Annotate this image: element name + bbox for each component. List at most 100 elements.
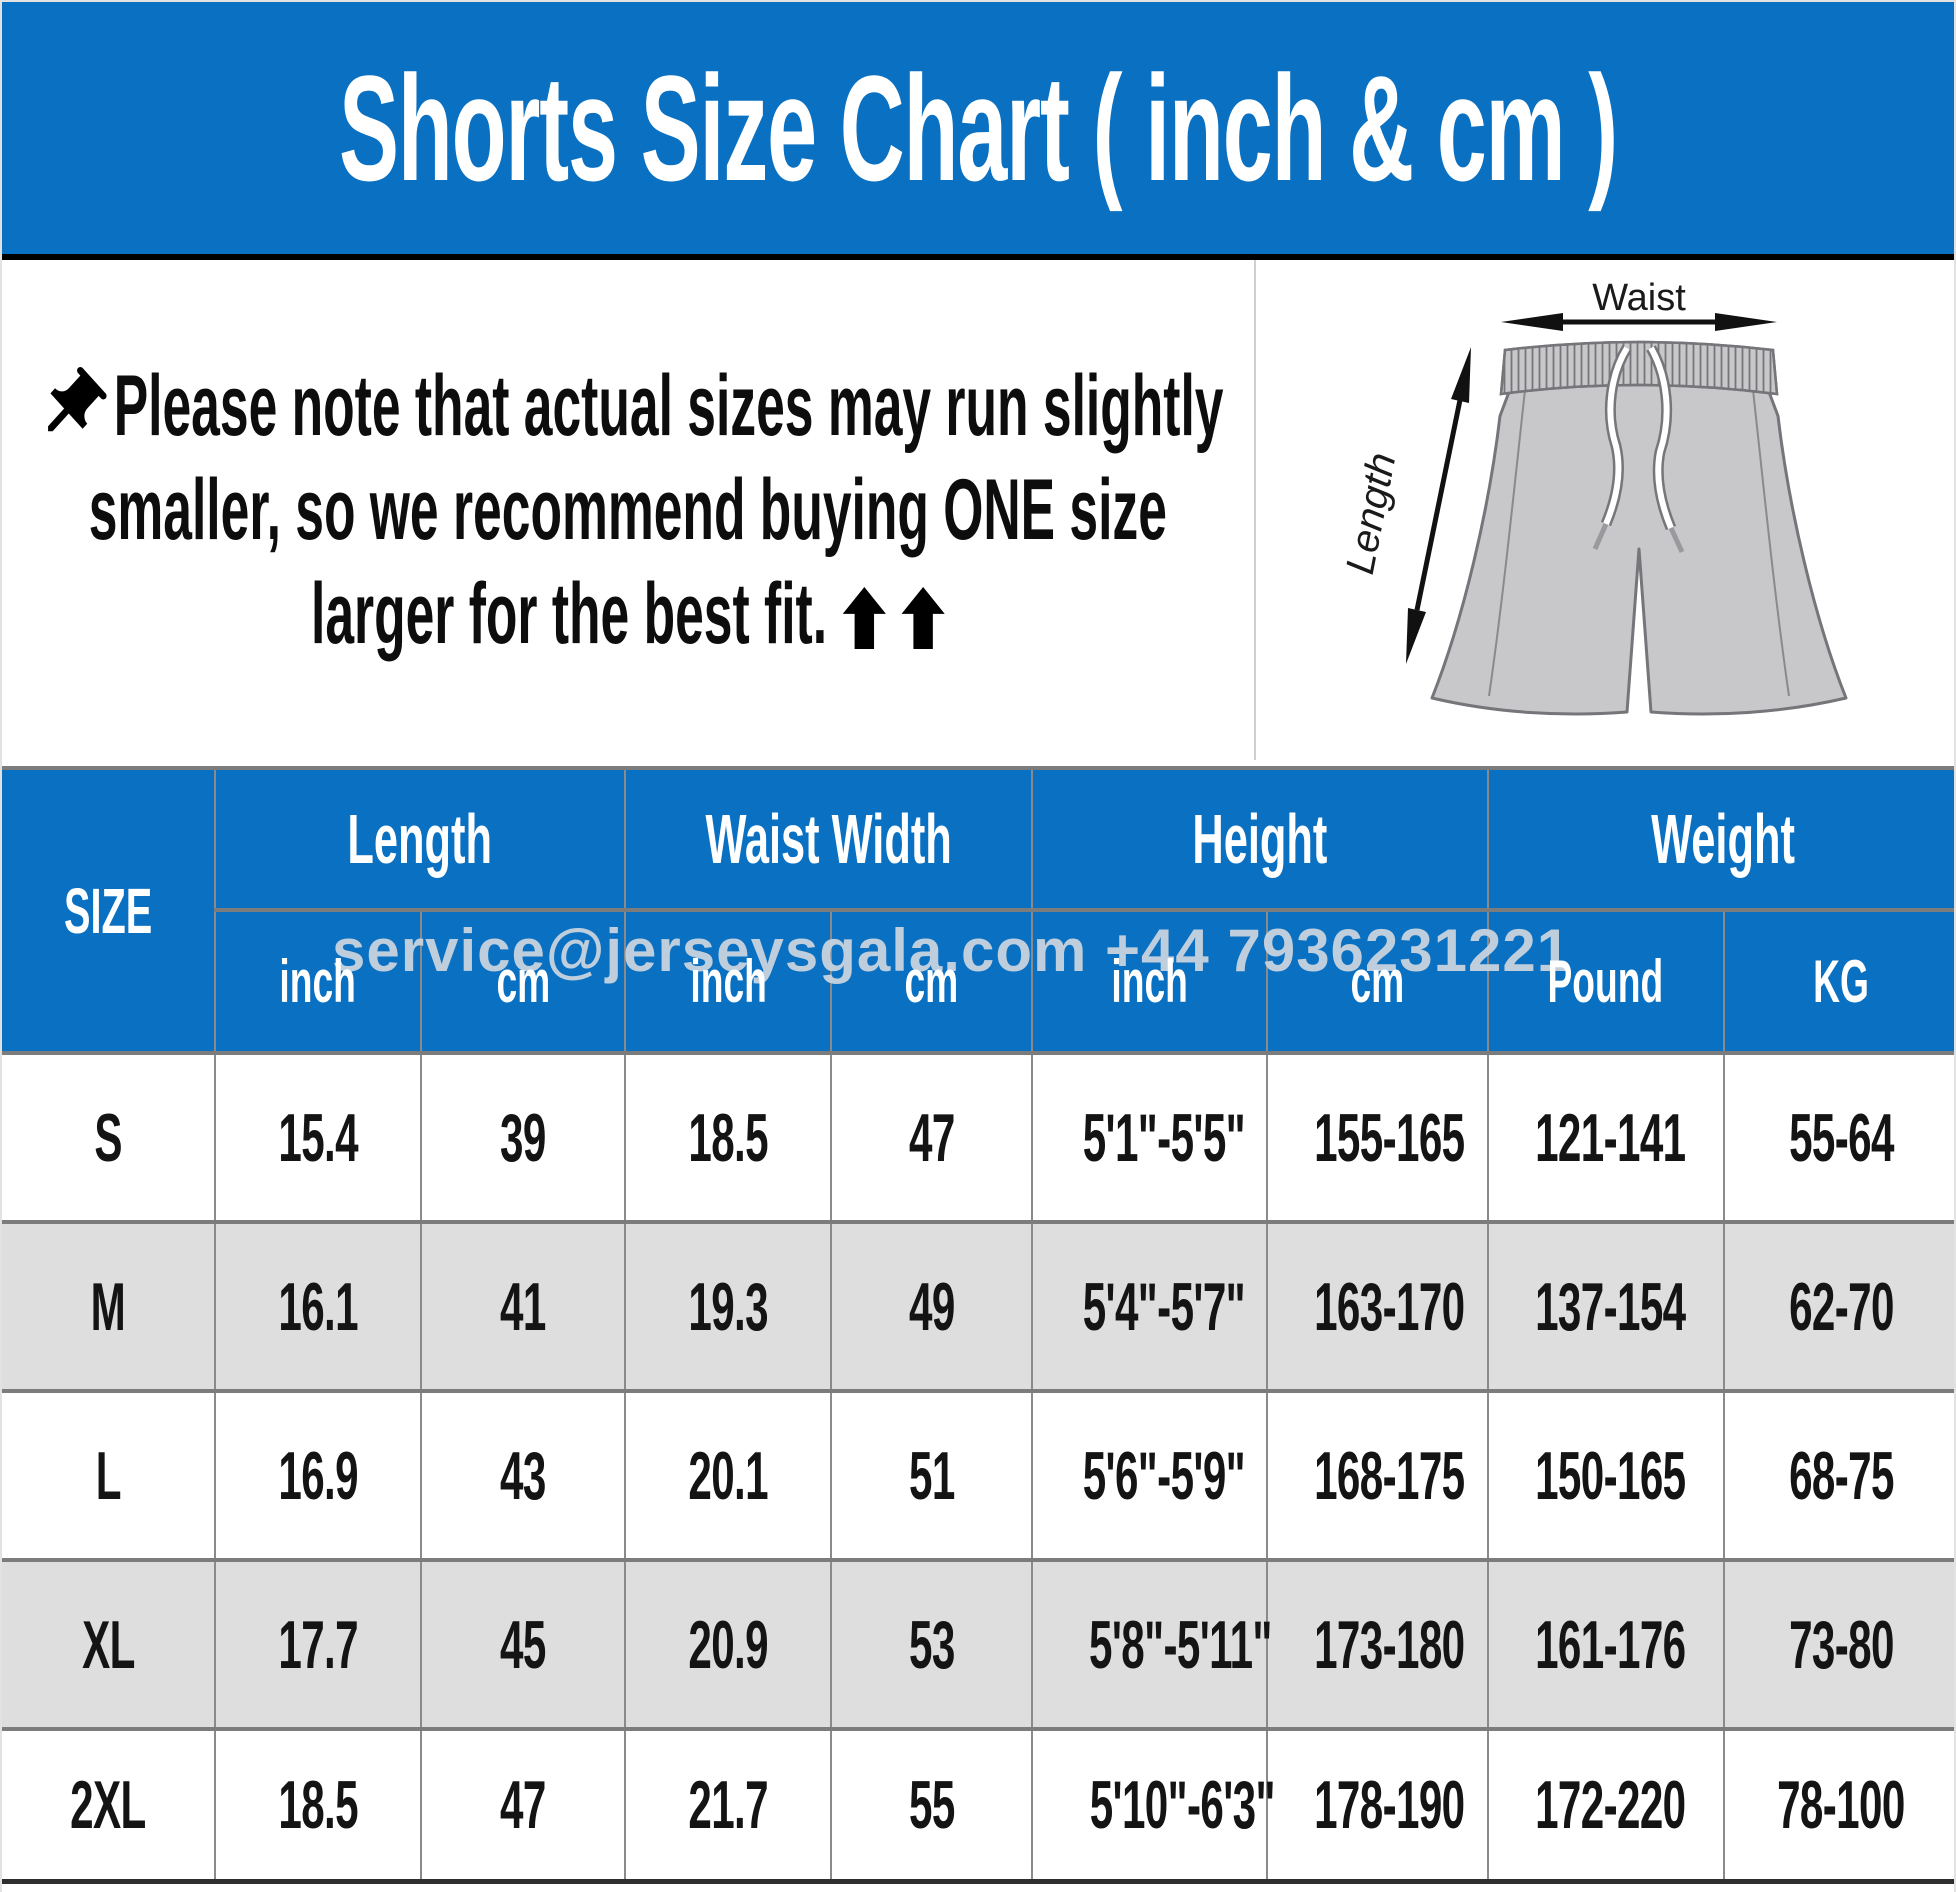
table-cell: 21.7: [624, 1727, 833, 1884]
subheader-length-inch: inch: [215, 908, 423, 1055]
table-cell: 51: [830, 1389, 1034, 1562]
table-cell: M: [2, 1220, 217, 1393]
cell-value: 20.9: [688, 1606, 768, 1683]
header-banner: Shorts Size Chart ( inch & cm ): [2, 2, 1954, 260]
table-cell: 5'4"-5'7": [1031, 1220, 1269, 1393]
cell-value: 47: [500, 1767, 546, 1843]
table-cell: 39: [420, 1051, 627, 1224]
cell-value: 78-100: [1777, 1767, 1906, 1843]
waist-label: Waist: [1592, 277, 1686, 319]
cell-value: 15.4: [278, 1099, 358, 1176]
cell-value: 62-70: [1789, 1268, 1894, 1345]
table-cell: 150-165: [1486, 1389, 1725, 1562]
cell-value: 18.5: [688, 1099, 768, 1176]
table-cell: 20.9: [624, 1558, 833, 1731]
size-label: 2XL: [70, 1767, 146, 1843]
cell-value: 16.9: [278, 1437, 358, 1514]
cell-value: 172-220: [1534, 1767, 1686, 1843]
cell-value: 68-75: [1789, 1437, 1894, 1514]
subheader-weight-pound: Pound: [1486, 908, 1725, 1055]
table-cell: 55: [830, 1727, 1034, 1884]
subheader-label: inch: [1111, 948, 1189, 1015]
cell-value: 19.3: [688, 1268, 768, 1345]
cell-value: 73-80: [1789, 1606, 1894, 1683]
size-table-section: SIZE Length Waist Width Height Weight in…: [2, 766, 1954, 1884]
cell-value: 18.5: [278, 1767, 358, 1843]
subheader-weight-kg: KG: [1722, 908, 1954, 1055]
table-cell: L: [2, 1389, 217, 1562]
table-cell: 41: [420, 1220, 627, 1393]
cell-value: 5'1"-5'5": [1082, 1099, 1246, 1176]
note-line-2-text: smaller, so we recommend buying ONE size: [88, 462, 1168, 558]
cell-value: 168-175: [1314, 1437, 1465, 1514]
table-cell: 155-165: [1266, 1051, 1489, 1224]
waistband: [1499, 340, 1779, 396]
length-label: Length: [1338, 449, 1405, 577]
note-line-1: Please note that actual sizes may run sl…: [32, 354, 1224, 458]
note-line-2: smaller, so we recommend buying ONE size: [32, 458, 1223, 562]
table-cell: S: [2, 1051, 217, 1224]
table-subheader-row: inch cm inch cm inch cm Pound KG: [2, 908, 1954, 1055]
cell-value: 43: [500, 1437, 546, 1514]
table-cell: 5'10"-6'3": [1031, 1727, 1276, 1884]
table-cell: 62-70: [1722, 1220, 1954, 1393]
cell-value: 5'4"-5'7": [1082, 1268, 1246, 1345]
table-cell: 55-64: [1722, 1051, 1954, 1224]
cell-value: 178-190: [1314, 1767, 1465, 1843]
size-label: M: [90, 1268, 126, 1345]
table-row-m: M 16.1 41 19.3 49 5'4"-5'7" 163-170 137-…: [2, 1220, 1954, 1393]
subheader-length-cm: cm: [420, 908, 627, 1055]
subheader-label: cm: [1350, 948, 1405, 1015]
cell-value: 173-180: [1314, 1606, 1465, 1683]
table-cell: 16.9: [214, 1389, 423, 1562]
cell-value: 163-170: [1314, 1268, 1465, 1345]
table-cell: 17.7: [214, 1558, 423, 1731]
table-cell: 121-141: [1486, 1051, 1725, 1224]
cell-value: 41: [500, 1268, 546, 1345]
cell-value: 47: [908, 1099, 955, 1176]
subheader-waist-cm: cm: [830, 908, 1034, 1055]
table-row-s: S 15.4 39 18.5 47 5'1"-5'5" 155-165 121-…: [2, 1051, 1954, 1224]
table-cell: 173-180: [1266, 1558, 1489, 1731]
table-cell: 78-100: [1722, 1727, 1954, 1884]
cell-value: 17.7: [278, 1606, 358, 1683]
size-table: SIZE Length Waist Width Height Weight in…: [2, 766, 1954, 1884]
cell-value: 16.1: [278, 1268, 358, 1345]
table-cell: 5'1"-5'5": [1031, 1051, 1269, 1224]
cell-value: 51: [908, 1437, 955, 1514]
subheader-height-cm: cm: [1266, 908, 1489, 1055]
table-cell: 53: [830, 1558, 1034, 1731]
table-row-xl: XL 17.7 45 20.9 53 5'8"-5'11" 173-180 16…: [2, 1558, 1954, 1731]
note-line-3: larger for the best fit.: [32, 562, 1223, 666]
cell-value: 121-141: [1534, 1099, 1686, 1176]
size-header-label: SIZE: [63, 874, 153, 947]
cell-value: 137-154: [1534, 1268, 1686, 1345]
subheader-label: cm: [904, 948, 959, 1015]
size-label: L: [95, 1437, 121, 1514]
col-header-height: Height: [1031, 766, 1489, 912]
group-label: Weight: [1651, 800, 1796, 878]
table-cell: 47: [830, 1051, 1034, 1224]
size-label: S: [94, 1099, 122, 1176]
subheader-height-inch: inch: [1031, 908, 1269, 1055]
middle-section: Please note that actual sizes may run sl…: [2, 260, 1954, 760]
cell-value: 5'10"-6'3": [1089, 1767, 1276, 1843]
table-cell: 5'8"-5'11": [1031, 1558, 1273, 1731]
subheader-label: inch: [279, 948, 357, 1015]
subheader-label: Pound: [1547, 948, 1664, 1015]
col-header-length: Length: [214, 766, 627, 912]
cell-value: 150-165: [1534, 1437, 1686, 1514]
col-header-size: SIZE: [2, 766, 217, 1055]
cell-value: 39: [500, 1099, 546, 1176]
table-cell: 163-170: [1266, 1220, 1489, 1393]
table-cell: 43: [420, 1389, 627, 1562]
note-text: Please note that actual sizes may run sl…: [32, 354, 1224, 666]
table-row-2xl: 2XL 18.5 47 21.7 55 5'10"-6'3" 178-190 1…: [2, 1727, 1954, 1884]
shorts-diagram-svg: Waist: [1338, 277, 1848, 716]
table-cell: 47: [420, 1727, 627, 1884]
table-cell: 16.1: [214, 1220, 423, 1393]
subheader-label: KG: [1813, 948, 1870, 1015]
table-cell: 5'6"-5'9": [1031, 1389, 1269, 1562]
note-area: Please note that actual sizes may run sl…: [2, 260, 1254, 760]
